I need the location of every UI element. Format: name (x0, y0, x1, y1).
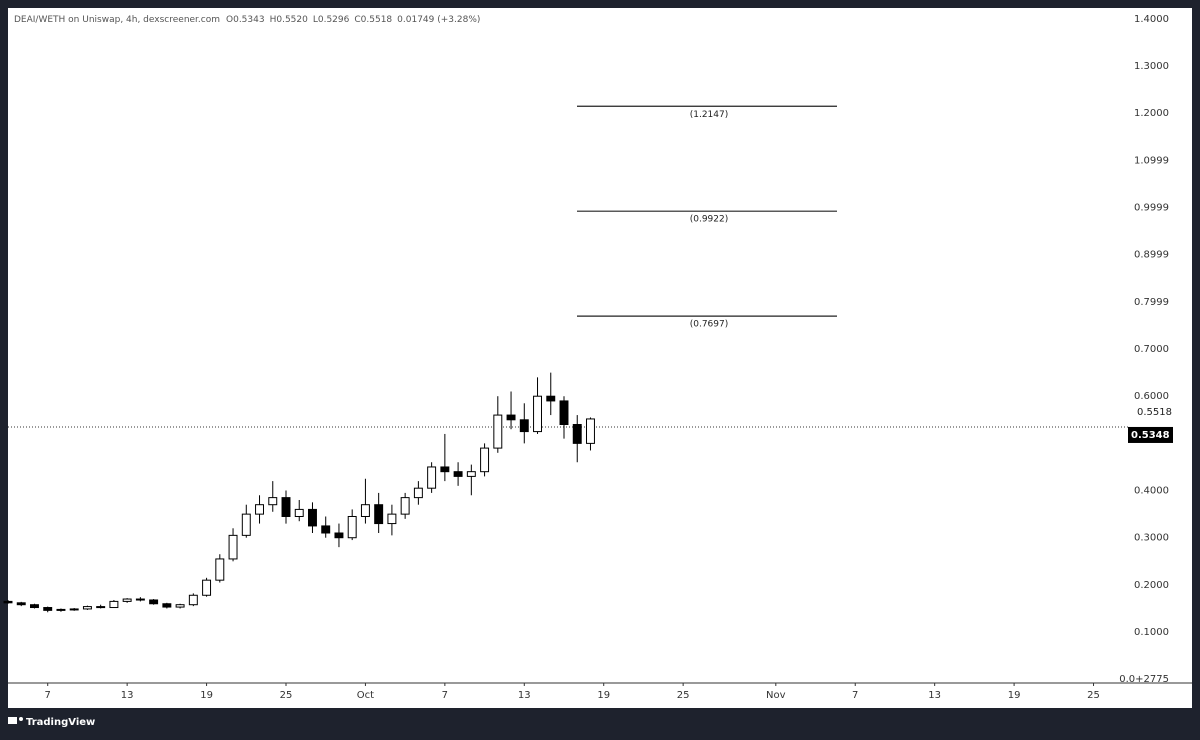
candle-body (228, 534, 238, 560)
plot-background (8, 8, 1192, 708)
candle-body (453, 471, 463, 477)
price-badge (1128, 426, 1173, 443)
candle-body (82, 606, 92, 610)
candle-body (255, 504, 264, 515)
y-tick-label: 1.0999 (1134, 155, 1169, 166)
x-tick-label: 7 (852, 690, 858, 701)
candle-body (506, 414, 516, 421)
x-tick-label: 25 (677, 690, 690, 701)
candle-body (413, 487, 423, 499)
x-tick-label: 13 (518, 690, 531, 701)
x-tick-label: 7 (45, 690, 51, 701)
ohlc-close: C0.5518 (354, 15, 392, 25)
candle-body (533, 395, 542, 433)
x-tick-label: 13 (121, 690, 134, 701)
y-tick-label: 0.6000 (1134, 391, 1169, 402)
ohlc-low: L0.5296 (313, 15, 350, 25)
y-tick-label: 0.1000 (1134, 627, 1169, 638)
candle-body (427, 466, 437, 489)
candle-body (400, 497, 410, 515)
y-tick-label: 0.8999 (1134, 250, 1169, 261)
x-tick-label: Oct (357, 690, 374, 701)
x-tick-label: 19 (200, 690, 213, 701)
candle-body (294, 508, 304, 517)
x-tick-label: 7 (442, 690, 448, 701)
candle-body (268, 497, 278, 506)
candle-body (3, 600, 13, 604)
x-tick-label: Nov (766, 690, 786, 701)
chart-header: DEAI/WETH on Uniswap, 4h, dexscreener.co… (14, 15, 480, 25)
candle-body (69, 608, 79, 611)
candles (3, 372, 595, 613)
y-tick-label: 1.4000 (1134, 14, 1169, 25)
candle-body (308, 508, 317, 527)
y-tick-label: 0.0+2775 (1119, 674, 1169, 685)
candle-body (347, 515, 357, 539)
candle-body (162, 603, 172, 608)
logo-mark (8, 717, 17, 724)
candle-body (360, 504, 370, 517)
candle-body (546, 395, 556, 402)
y-tick-label: 1.3000 (1134, 61, 1169, 72)
candle-body (30, 604, 39, 609)
candle-body (387, 513, 397, 525)
candle-body (149, 599, 159, 605)
candle-body (519, 419, 529, 433)
logo-mark (19, 717, 23, 721)
chart-title: DEAI/WETH on Uniswap, 4h, dexscreener.co… (14, 15, 220, 25)
level-label: (1.2147) (690, 110, 729, 120)
level-label: (0.9922) (690, 215, 729, 225)
candle-body (466, 471, 476, 477)
candle-body (281, 497, 291, 517)
candle-body (96, 606, 106, 609)
y-tick-label: 1.2000 (1134, 108, 1169, 119)
candle-body (175, 604, 185, 608)
candle-body (559, 400, 569, 426)
last-price-label: 0.5518 (1137, 407, 1172, 418)
y-tick-label: 0.2000 (1134, 580, 1169, 591)
candle-body (215, 558, 225, 581)
candle-body (334, 532, 344, 539)
candle-body (241, 513, 251, 536)
x-tick-label: 19 (1008, 690, 1021, 701)
candle-body (202, 579, 212, 596)
level-label: (0.7697) (690, 320, 729, 330)
y-tick-label: 0.3000 (1134, 533, 1169, 544)
candle-body (493, 414, 503, 449)
ohlc-high: H0.5520 (270, 15, 309, 25)
x-tick-label: 25 (280, 690, 293, 701)
candle-body (109, 600, 119, 609)
x-tick-label: 25 (1087, 690, 1100, 701)
candle-body (56, 608, 66, 611)
candle-body (586, 418, 595, 444)
y-tick-label: 0.7000 (1134, 344, 1169, 355)
x-tick-label: 19 (597, 690, 610, 701)
x-tick-label: 13 (928, 690, 941, 701)
y-tick-label: 0.7999 (1134, 297, 1169, 308)
brand-logo: TradingView (8, 717, 95, 728)
candle-body (122, 598, 132, 602)
candle-body (440, 466, 450, 473)
candle-body (43, 607, 53, 611)
candle-body (572, 424, 582, 444)
candle-body (135, 598, 145, 601)
y-tick-label: 0.9999 (1134, 203, 1169, 214)
candle-body (321, 525, 331, 534)
candle-body (16, 602, 26, 606)
candle-body (374, 504, 384, 525)
candle-body (480, 447, 490, 473)
candle-body (188, 594, 198, 606)
price-line-label: 0.5348 (1131, 430, 1170, 441)
y-tick-label: 0.4000 (1134, 486, 1169, 497)
ohlc-change: 0.01749 (+3.28%) (397, 15, 480, 25)
brand-name: TradingView (26, 717, 95, 728)
ohlc-open: O0.5343 (226, 15, 265, 25)
